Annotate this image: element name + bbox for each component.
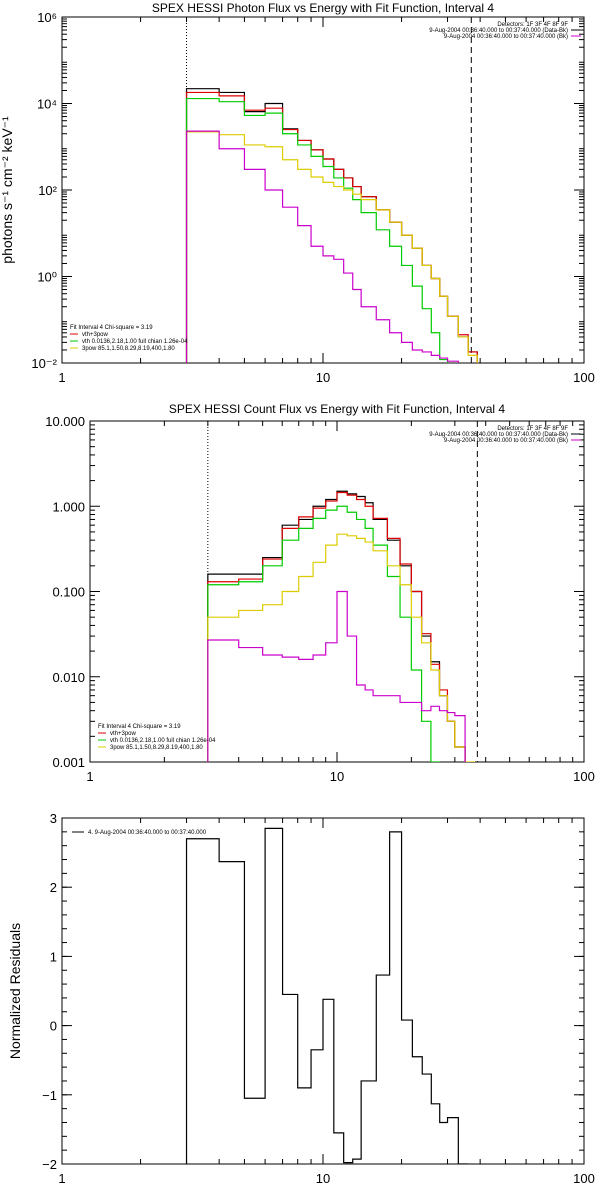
- x-tick-label: 10: [316, 370, 330, 385]
- x-tick-label: 100: [573, 769, 595, 784]
- series-line-2: [185, 91, 487, 363]
- y-tick-label: 10²: [38, 183, 57, 198]
- y-tick-label: 10.000: [45, 414, 85, 429]
- chart-title: SPEX HESSI Count Flux vs Energy with Fit…: [169, 402, 505, 416]
- x-tick-label: 1: [86, 769, 93, 784]
- panel-1: SPEX HESSI Photon Flux vs Energy with Fi…: [0, 1, 595, 385]
- y-tick-label: 1: [50, 949, 57, 964]
- legend-entry: vth+3pow: [110, 731, 137, 737]
- series-line-2: [207, 491, 492, 762]
- y-tick-label: 2: [50, 880, 57, 895]
- y-tick-label: 10⁶: [37, 10, 57, 25]
- y-tick-label: 10⁰: [37, 270, 57, 285]
- y-axis-label: Normalized Residuals: [7, 923, 23, 1059]
- legend-entry: Fit Interval 4 Chi-square = 3.19: [98, 724, 181, 730]
- panel-2: SPEX HESSI Count Flux vs Energy with Fit…: [45, 402, 595, 784]
- y-tick-label: 10⁻²: [31, 356, 57, 371]
- y-tick-label: −1: [42, 1088, 57, 1103]
- series-line-3: [207, 505, 492, 762]
- series-line-4: [207, 533, 492, 762]
- x-tick-label: 1: [58, 1171, 65, 1186]
- legend-entry: Detectors: 1F 3F 4F 8F 9F: [497, 426, 568, 432]
- series-line-1: [207, 490, 492, 762]
- x-tick-label: 100: [573, 370, 595, 385]
- legend-entry: 3pow 85.1,1.50,8.29,8.19,400,1.80: [110, 745, 203, 751]
- legend-entry: Fit Interval 4 Chi-square = 3.19: [70, 325, 153, 331]
- legend-entry: vth 0.0136,2.18,1.00 full chian 1.26e-04: [82, 339, 188, 345]
- y-tick-label: 1.000: [52, 499, 85, 514]
- plot-frame: [61, 817, 585, 1165]
- series-line-1: [185, 827, 469, 1164]
- legend-entry: 9-Aug-2004 00:36:40.000 to 00:37:40.000 …: [444, 438, 568, 444]
- legend-entry: Detectors: 1F 3F 4F 8F 9F: [497, 22, 568, 28]
- legend-entry: 3pow 85.1,1.50,8.29,8.19,400,1.80: [82, 346, 175, 352]
- x-tick-label: 10: [316, 1171, 330, 1186]
- legend-entry: vth+3pow: [82, 332, 109, 338]
- chart-title: SPEX HESSI Photon Flux vs Energy with Fi…: [152, 1, 494, 15]
- plot-frame: [61, 16, 585, 364]
- series-line-5: [207, 590, 492, 762]
- y-tick-label: 0.010: [52, 670, 85, 685]
- y-tick-label: 0: [50, 1019, 57, 1034]
- legend-entry: 4. 9-Aug-2004 00:36:40.000 to 00:37:40.0…: [88, 830, 207, 836]
- y-tick-label: −2: [42, 1157, 57, 1172]
- series-line-3: [185, 97, 487, 363]
- series-line-1: [185, 88, 487, 363]
- x-tick-label: 100: [573, 1171, 595, 1186]
- y-axis-label: photons s⁻¹ cm⁻² keV⁻¹: [0, 116, 15, 264]
- y-tick-label: 0.100: [52, 585, 85, 600]
- legend-entry: 9-Aug-2004 00:36:40.000 to 00:37:40.000 …: [429, 432, 568, 438]
- legend-entry: 9-Aug-2004 00:36:40.000 to 00:37:40.000 …: [429, 28, 568, 34]
- y-tick-label: 0.001: [52, 755, 85, 770]
- x-tick-label: 1: [58, 370, 65, 385]
- legend-entry: 9-Aug-2004 00:36:40.000 to 00:37:40.000 …: [444, 34, 568, 40]
- panel-3: 1 10 100 −2 −1 0 1 2 3 Normalized Residuals 4. 9-A…: [7, 811, 595, 1186]
- series-line-4: [185, 131, 487, 363]
- y-tick-label: 3: [50, 811, 57, 826]
- x-tick-label: 10: [330, 769, 344, 784]
- series-line-5: [185, 130, 487, 363]
- legend-entry: vth 0.0136,2.18,1.00 full chian 1.26e-04: [110, 738, 216, 744]
- y-tick-label: 10⁴: [37, 97, 57, 112]
